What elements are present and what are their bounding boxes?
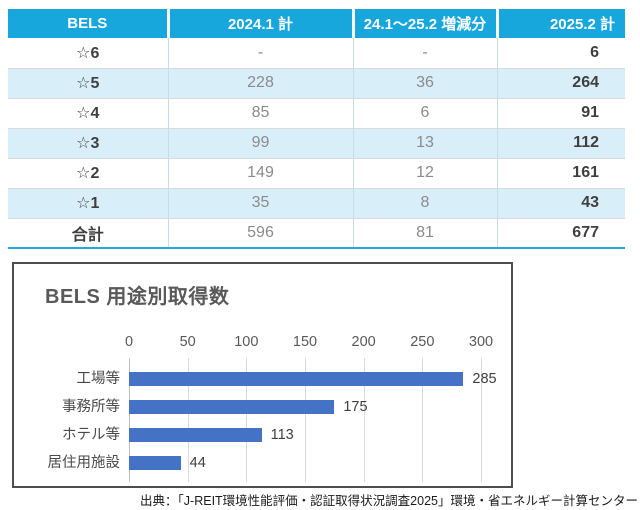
gridline xyxy=(481,358,482,482)
cell-star1-delta: 8 xyxy=(352,187,497,218)
table-row: ☆5 228 36 264 xyxy=(8,67,625,98)
gridline xyxy=(305,358,306,482)
cell-star6-2024: - xyxy=(167,38,353,68)
bar-row: 285 xyxy=(129,365,509,393)
axis-tick-label: 50 xyxy=(179,334,196,350)
cell-star5-2024: 228 xyxy=(167,67,353,98)
bar-row: 175 xyxy=(129,393,509,421)
cell-star1-2024: 35 xyxy=(167,187,353,218)
gridline xyxy=(187,358,189,482)
cell-star4-2024: 85 xyxy=(167,97,353,128)
column-header-2025-total: 2025.2 計 xyxy=(495,9,625,38)
cell-star3-label: ☆3 xyxy=(8,127,168,158)
cell-star2-2025: 161 xyxy=(496,157,625,188)
cell-star2-delta: 12 xyxy=(352,157,497,188)
axis-tick-label: 200 xyxy=(351,334,376,350)
category-label: 工場等 xyxy=(76,371,121,387)
gridline xyxy=(363,358,365,482)
chart-title: BELS 用途別取得数 xyxy=(45,286,230,308)
axis-tick-label: 300 xyxy=(468,334,494,350)
cell-star4-delta: 6 xyxy=(352,97,497,128)
table-row: ☆1 35 8 43 xyxy=(8,187,625,218)
table-row-total: 合計 596 81 677 xyxy=(8,217,625,248)
source-caption: 出典：「J-REIT環境性能評価・認証取得状況調査2025」環境・省エネルギー計… xyxy=(140,494,638,508)
bar-row: 44 xyxy=(129,449,509,477)
cell-star2-2024: 149 xyxy=(167,157,353,188)
bar-value-label: 44 xyxy=(189,455,206,471)
cell-star3-delta: 13 xyxy=(352,127,497,158)
bar xyxy=(129,456,181,470)
cell-star2-label: ☆2 xyxy=(8,157,168,188)
cell-star3-2024: 99 xyxy=(167,127,353,158)
gridline xyxy=(422,358,424,482)
bars: 285 175 113 44 xyxy=(129,365,509,477)
cell-star6-label: ☆6 xyxy=(76,44,100,62)
category-label: ホテル等 xyxy=(62,427,120,443)
cell-total-delta: 81 xyxy=(352,217,497,248)
axis-tick-label: 100 xyxy=(234,334,259,350)
cell-star3-2025: 112 xyxy=(496,127,625,158)
bar-row: 113 xyxy=(129,421,509,449)
axis-tick-label: 150 xyxy=(292,334,318,350)
axis-tick-label: 0 xyxy=(124,334,134,350)
gridline xyxy=(246,358,248,482)
cell-star6-delta: - xyxy=(352,38,497,68)
column-header-2024-total: 2024.1 計 xyxy=(166,9,353,38)
bels-summary-table: BELS 2024.1 計 24.1～25.2 増減分 2025.2 計 ☆6 … xyxy=(8,9,625,249)
bar-chart: BELS 用途別取得数 0 50 100 150 200 250 300 工場等事務所等ホテ… xyxy=(12,262,513,488)
category-label: 事務所等 xyxy=(62,399,120,415)
cell-star6-2025: 6 xyxy=(496,38,625,68)
category-label: 居住用施設 xyxy=(47,455,121,471)
cell-total-label: 合計 xyxy=(8,217,168,248)
table-header-row: BELS 2024.1 計 24.1～25.2 増減分 2025.2 計 xyxy=(8,9,625,38)
cell-total-2025: 677 xyxy=(496,217,625,248)
cell-star4-label: ☆4 xyxy=(8,97,168,128)
bar-value-label: 113 xyxy=(270,427,294,443)
bar-value-label: 285 xyxy=(472,371,497,387)
column-header-delta: 24.1～25.2 増減分 xyxy=(351,9,497,38)
cell-star5-label: ☆5 xyxy=(8,67,168,98)
cell-star1-2025: 43 xyxy=(496,187,625,218)
table-row: ☆3 99 13 112 xyxy=(8,127,625,158)
table-row: ☆6 - - 6 xyxy=(8,38,625,68)
x-axis-ticks: 0 50 100 150 200 250 300 xyxy=(125,334,493,352)
cell-star1-label: ☆1 xyxy=(8,187,168,218)
table-row: ☆2 149 12 161 xyxy=(8,157,625,188)
bar xyxy=(129,428,262,442)
bar xyxy=(129,400,335,414)
bar xyxy=(129,372,464,386)
cell-star4-2025: 91 xyxy=(496,97,625,128)
axis-tick-label: 250 xyxy=(410,334,435,350)
table-row: ☆4 85 6 91 xyxy=(8,97,625,128)
gridline xyxy=(129,358,130,482)
bar-value-label: 175 xyxy=(343,399,368,415)
column-header-bels: BELS xyxy=(8,9,168,38)
cell-star5-delta: 36 xyxy=(352,67,497,98)
category-labels: 工場等事務所等ホテル等居住用施設 xyxy=(26,365,121,477)
cell-total-2024: 596 xyxy=(167,217,353,248)
cell-star5-2025: 264 xyxy=(496,67,625,98)
plot-area xyxy=(129,358,489,482)
